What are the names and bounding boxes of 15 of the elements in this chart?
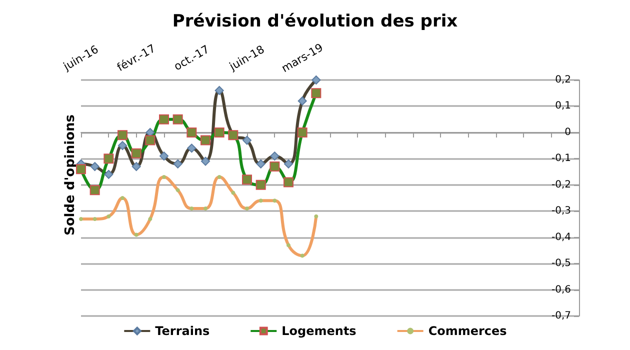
y-tick-label: -0,3 [551, 206, 571, 217]
y-tick-label: 0,1 [555, 100, 571, 112]
y-tick-label: -0,1 [551, 153, 571, 164]
y-tick-label: -0,4 [551, 232, 571, 243]
legend-label: Terrains [155, 324, 210, 338]
y-axis-title: Solde d'opinions [63, 114, 78, 236]
y-tick-label: -0,2 [551, 179, 571, 190]
legend-label: Commerces [428, 324, 507, 338]
legend-label: Logements [282, 324, 356, 338]
y-tick-label: 0,2 [555, 74, 571, 86]
chart-title: Prévision d'évolution des prix [172, 12, 458, 32]
y-tick-label: 0 [564, 126, 571, 138]
y-tick-label: -0,6 [551, 284, 571, 296]
y-tick-label: -0,5 [551, 258, 571, 270]
y-tick-label: -0,7 [551, 310, 571, 322]
